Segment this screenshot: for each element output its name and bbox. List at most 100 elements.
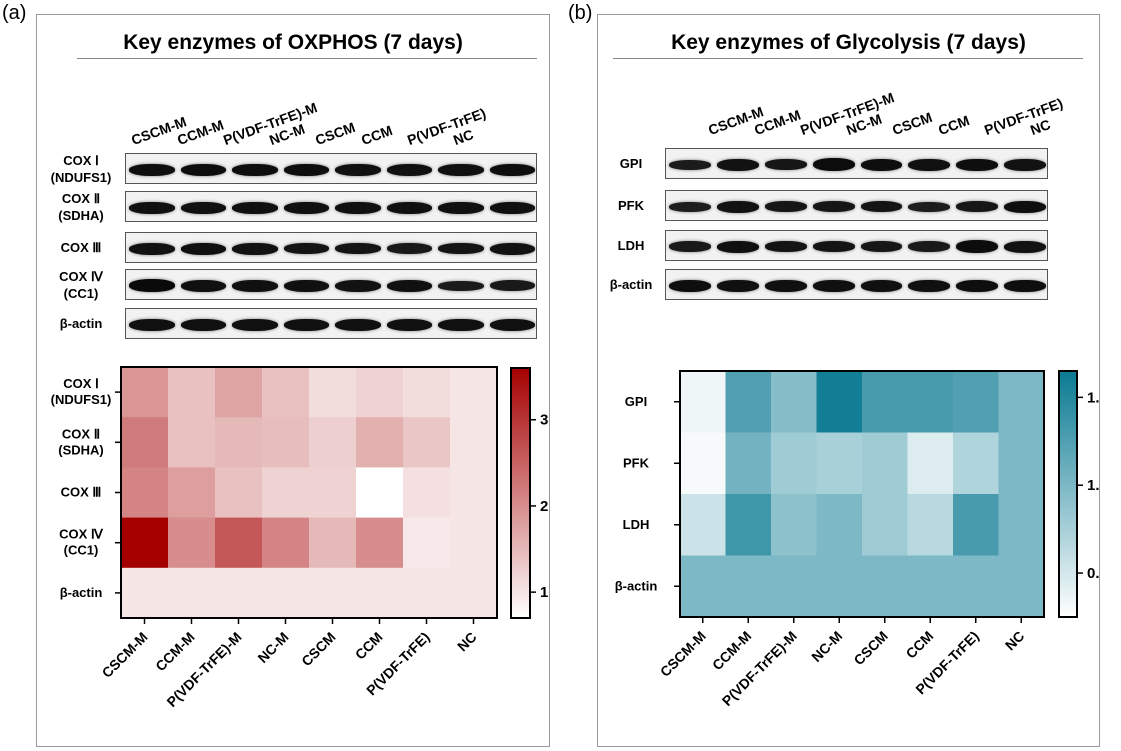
heatmap-cell bbox=[403, 367, 451, 418]
blot-band bbox=[812, 241, 855, 252]
heatmap-col-label: CCM bbox=[903, 628, 937, 662]
colorbar-tick-label: 2 bbox=[540, 498, 548, 515]
blot-band bbox=[335, 318, 381, 331]
heatmap-row-label-line: (CC1) bbox=[64, 543, 99, 558]
blot-band bbox=[1004, 158, 1046, 171]
heatmap-cell bbox=[168, 567, 216, 619]
blot-band bbox=[129, 201, 175, 214]
heatmap-cell bbox=[862, 371, 908, 433]
heatmap-cell bbox=[862, 555, 908, 618]
heatmap-cell bbox=[450, 517, 498, 569]
blot-band bbox=[438, 318, 484, 331]
blot-band bbox=[283, 318, 329, 331]
blot-band bbox=[956, 158, 999, 171]
blot-band bbox=[232, 242, 278, 255]
oxphos-heatmap: COX Ⅰ (NDUFS1) COX Ⅱ (SDHA) COX Ⅲ COX Ⅳ (CC1) β… bbox=[51, 366, 548, 710]
blot-band bbox=[669, 159, 711, 170]
heatmap-row-label: COX Ⅳ (CC1) bbox=[59, 527, 104, 558]
heatmap-col-label: CSCM-M bbox=[99, 629, 151, 681]
panel-b-letter: (b) bbox=[568, 2, 593, 24]
blot-row-label-line: COX Ⅲ bbox=[60, 240, 102, 255]
heatmap-cell bbox=[816, 555, 863, 618]
heatmap-cell bbox=[356, 567, 404, 619]
blot-band bbox=[489, 163, 535, 176]
blot-band bbox=[283, 163, 329, 176]
heatmap-row-label: β-actin bbox=[60, 585, 103, 600]
heatmap-cell bbox=[121, 367, 169, 418]
blot-row-label-line: (NDUFS1) bbox=[50, 169, 112, 185]
heatmap-cell bbox=[215, 417, 263, 468]
heatmap-row-label-line: COX Ⅱ bbox=[62, 426, 100, 441]
blot-band bbox=[386, 201, 432, 214]
colorbar-tick-label: 3 bbox=[540, 412, 548, 429]
heatmap-col-label: CCM bbox=[352, 629, 386, 663]
heatmap-cell bbox=[953, 432, 999, 495]
oxphos-title-rule bbox=[77, 58, 537, 59]
blot-band bbox=[812, 201, 855, 212]
blot-band bbox=[764, 201, 807, 212]
heatmap-cell bbox=[262, 367, 310, 418]
blot-band bbox=[283, 279, 329, 292]
blot-row-label-line: COX Ⅳ bbox=[59, 268, 103, 284]
blot-strip bbox=[665, 190, 1048, 221]
blot-band bbox=[489, 280, 535, 291]
blot-strip bbox=[665, 269, 1048, 300]
blot-strip bbox=[665, 230, 1048, 261]
blot-band bbox=[1004, 240, 1046, 253]
blot-band bbox=[1004, 200, 1046, 213]
heatmap-row-label-line: COX Ⅲ bbox=[61, 485, 102, 500]
blot-band bbox=[180, 163, 226, 176]
blot-band bbox=[489, 242, 535, 255]
heatmap-col-label: CSCM-M bbox=[657, 628, 709, 680]
heatmap-cell bbox=[862, 494, 908, 556]
heatmap-cell bbox=[309, 417, 357, 468]
heatmap-row-label-line: β-actin bbox=[60, 585, 103, 600]
heatmap-cell bbox=[998, 555, 1045, 618]
heatmap-cell bbox=[816, 371, 863, 433]
heatmap-cell bbox=[215, 467, 263, 519]
heatmap-cell bbox=[953, 494, 999, 556]
heatmap-cell bbox=[215, 567, 263, 619]
heatmap-cell bbox=[121, 567, 169, 619]
heatmap-cell bbox=[403, 517, 451, 569]
heatmap-cell bbox=[998, 371, 1045, 433]
heatmap-row-label-line: GPI bbox=[625, 394, 647, 409]
blot-band bbox=[438, 163, 484, 176]
heatmap-cell bbox=[215, 367, 263, 418]
oxphos-title: Key enzymes of OXPHOS (7 days) bbox=[123, 31, 463, 54]
heatmap-cell bbox=[862, 432, 908, 495]
colorbar-tick-label: 1 bbox=[540, 584, 548, 601]
glycolysis-title-rule bbox=[613, 58, 1083, 59]
heatmap-row-label-line: β-actin bbox=[615, 578, 658, 593]
heatmap-cell bbox=[816, 432, 863, 495]
heatmap-cell bbox=[168, 417, 216, 468]
blot-strip bbox=[125, 191, 537, 222]
blot-row-label-line: LDH bbox=[617, 238, 645, 253]
blot-band bbox=[438, 201, 484, 214]
heatmap-cell bbox=[168, 367, 216, 418]
heatmap-cell bbox=[725, 494, 772, 556]
heatmap-cell bbox=[403, 567, 451, 619]
colorbar-tick-label: 1.5 bbox=[1087, 389, 1099, 406]
heatmap-row-label: PFK bbox=[623, 455, 650, 470]
blot-band bbox=[386, 279, 432, 292]
heatmap-cell bbox=[953, 555, 999, 618]
blot-band bbox=[335, 279, 381, 292]
blot-band bbox=[908, 201, 951, 212]
heatmap-cell bbox=[771, 371, 817, 433]
blot-row-label-line: (SDHA) bbox=[58, 207, 104, 223]
heatmap-cell bbox=[309, 367, 357, 418]
heatmap-col-label: NC-M bbox=[808, 628, 845, 665]
blot-band bbox=[716, 158, 759, 171]
heatmap-row-label-line: LDH bbox=[623, 517, 650, 532]
heatmap-cell bbox=[121, 517, 169, 569]
blot-row-label: COX Ⅳ (CC1) bbox=[41, 268, 121, 302]
heatmap-cell bbox=[450, 467, 498, 519]
blot-band bbox=[180, 242, 226, 255]
heatmap-cell bbox=[356, 467, 404, 519]
blot-strip bbox=[125, 153, 537, 184]
heatmap-cell bbox=[168, 517, 216, 569]
blot-strip bbox=[125, 308, 537, 339]
blot-band bbox=[669, 279, 711, 292]
heatmap-col-label: CSCM bbox=[850, 628, 890, 668]
